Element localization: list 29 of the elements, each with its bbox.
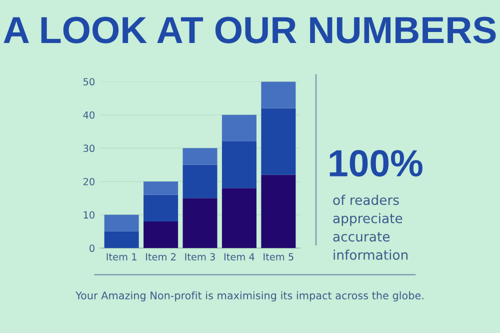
bar xyxy=(144,194,178,222)
chart-title: A LOOK AT OUR NUMBERS xyxy=(4,16,496,44)
x-tick-label: Item 2 xyxy=(146,253,176,260)
bar xyxy=(144,181,178,195)
bar xyxy=(222,188,256,248)
bar xyxy=(222,114,256,142)
x-tick-label: Item 5 xyxy=(264,253,294,260)
y-tick-label: 10 xyxy=(84,211,94,219)
bar xyxy=(182,164,218,198)
y-tick-label: 40 xyxy=(83,111,94,119)
bar xyxy=(261,108,296,175)
x-tick-label: Item 3 xyxy=(185,253,215,260)
bar xyxy=(222,142,256,188)
text: of readers appreciate accurate information xyxy=(333,194,408,260)
y-tick-label: 0 xyxy=(90,244,94,252)
y-tick-label: 20 xyxy=(83,178,94,186)
text: Your Amazing Non-profit is maximising its impact across the globe. xyxy=(76,291,424,302)
bar xyxy=(144,221,178,248)
bar xyxy=(104,214,139,232)
bar xyxy=(261,174,296,248)
bar xyxy=(261,82,296,108)
x-tick-label: Item 4 xyxy=(224,253,254,260)
x-tick-label: Item 1 xyxy=(106,253,136,260)
bar xyxy=(182,198,218,248)
y-tick-label: 50 xyxy=(84,78,94,86)
bar xyxy=(104,231,139,248)
text: 100% xyxy=(330,150,422,177)
bar xyxy=(182,148,218,165)
y-tick-label: 30 xyxy=(84,144,94,152)
